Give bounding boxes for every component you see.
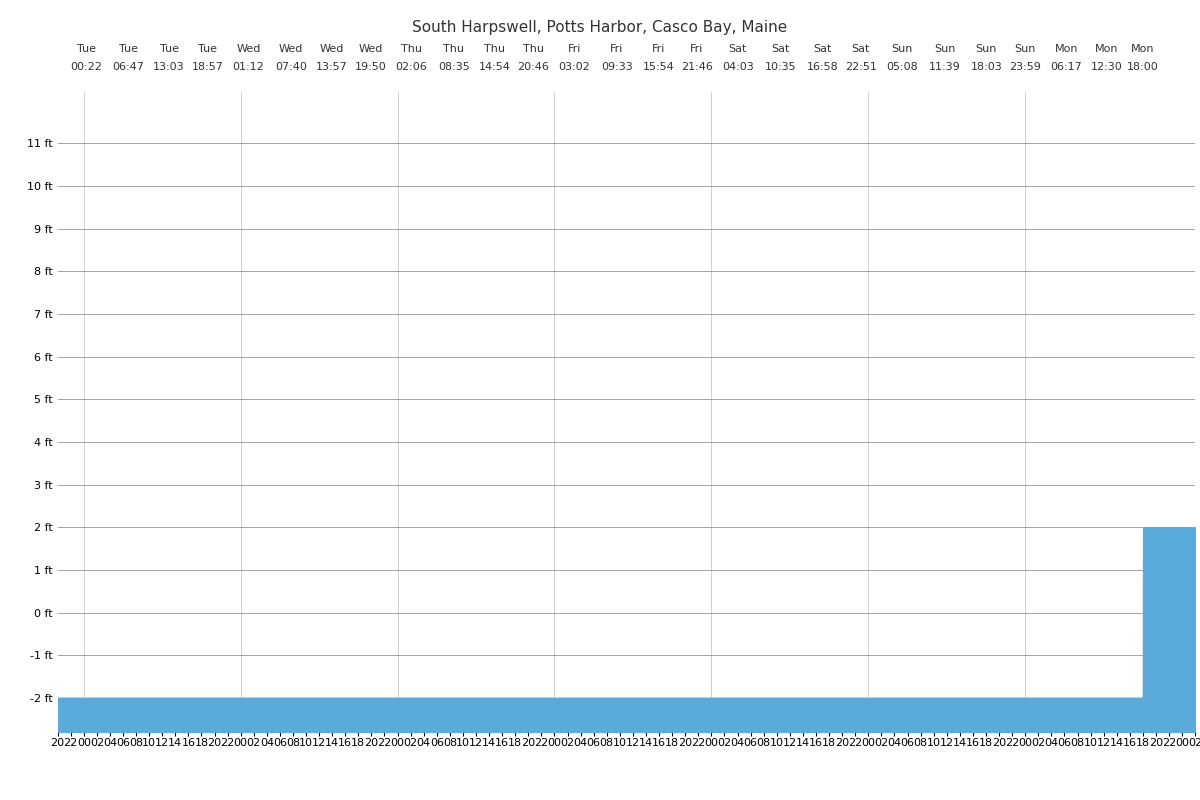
- Text: Thu: Thu: [401, 44, 422, 54]
- Text: Fri: Fri: [611, 44, 624, 54]
- Text: South Harpswell, Potts Harbor, Casco Bay, Maine: South Harpswell, Potts Harbor, Casco Bay…: [413, 20, 787, 35]
- Text: Sun: Sun: [934, 44, 955, 54]
- Text: Sat: Sat: [852, 44, 870, 54]
- Text: 12:30: 12:30: [1091, 62, 1123, 71]
- Text: Wed: Wed: [358, 44, 383, 54]
- Text: 11:39: 11:39: [929, 62, 960, 71]
- Text: 20:46: 20:46: [517, 62, 550, 71]
- Text: 14:54: 14:54: [479, 62, 511, 71]
- Text: 13:03: 13:03: [154, 62, 185, 71]
- Text: Sun: Sun: [976, 44, 997, 54]
- Text: 18:57: 18:57: [192, 62, 223, 71]
- Text: 19:50: 19:50: [354, 62, 386, 71]
- Text: Thu: Thu: [485, 44, 505, 54]
- Text: 18:00: 18:00: [1127, 62, 1159, 71]
- Text: Thu: Thu: [443, 44, 464, 54]
- Text: Tue: Tue: [119, 44, 138, 54]
- Text: Wed: Wed: [236, 44, 260, 54]
- Text: Sat: Sat: [772, 44, 790, 54]
- Text: Sat: Sat: [814, 44, 832, 54]
- Text: 22:51: 22:51: [845, 62, 877, 71]
- Text: 02:06: 02:06: [396, 62, 427, 71]
- Text: Fri: Fri: [690, 44, 703, 54]
- Text: Mon: Mon: [1132, 44, 1154, 54]
- Text: 16:58: 16:58: [806, 62, 838, 71]
- Text: 13:57: 13:57: [316, 62, 348, 71]
- Text: 15:54: 15:54: [642, 62, 674, 71]
- Text: Thu: Thu: [523, 44, 544, 54]
- Text: 10:35: 10:35: [764, 62, 797, 71]
- Text: Sun: Sun: [1014, 44, 1036, 54]
- Text: 03:02: 03:02: [558, 62, 590, 71]
- Text: Tue: Tue: [160, 44, 179, 54]
- Text: Mon: Mon: [1096, 44, 1118, 54]
- Text: 07:40: 07:40: [275, 62, 307, 71]
- Text: 06:47: 06:47: [112, 62, 144, 71]
- Text: Fri: Fri: [652, 44, 665, 54]
- Text: Tue: Tue: [198, 44, 217, 54]
- Text: Wed: Wed: [278, 44, 302, 54]
- Text: 08:35: 08:35: [438, 62, 469, 71]
- Text: 18:03: 18:03: [971, 62, 1002, 71]
- Text: 23:59: 23:59: [1009, 62, 1042, 71]
- Text: Tue: Tue: [77, 44, 96, 54]
- Text: Sun: Sun: [892, 44, 912, 54]
- Text: Wed: Wed: [319, 44, 344, 54]
- Text: 01:12: 01:12: [233, 62, 264, 71]
- Text: Mon: Mon: [1055, 44, 1078, 54]
- Text: 09:33: 09:33: [601, 62, 632, 71]
- Text: 04:03: 04:03: [722, 62, 754, 71]
- Text: Fri: Fri: [568, 44, 581, 54]
- Text: 05:08: 05:08: [886, 62, 918, 71]
- Text: 06:17: 06:17: [1050, 62, 1082, 71]
- Text: 21:46: 21:46: [680, 62, 713, 71]
- Text: Sat: Sat: [728, 44, 748, 54]
- Text: 00:22: 00:22: [71, 62, 102, 71]
